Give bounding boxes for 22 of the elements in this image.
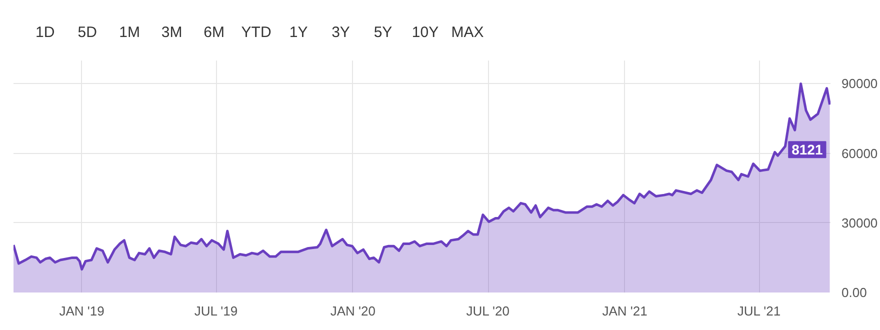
x-tick-label: JUL '20 bbox=[466, 304, 510, 318]
x-tick-label: JUL '19 bbox=[194, 304, 238, 318]
text: 1M bbox=[119, 24, 140, 41]
x-tick-label: JAN '20 bbox=[330, 304, 376, 318]
y-tick-label: 90000 bbox=[842, 76, 878, 92]
x-tick-label: JAN '21 bbox=[602, 304, 648, 318]
text: 10Y bbox=[412, 24, 439, 41]
y-tick-label: 60000 bbox=[842, 146, 878, 161]
x-tick-label: JAN '19 bbox=[59, 304, 104, 318]
text: 5D bbox=[78, 24, 98, 41]
text: 3Y bbox=[332, 24, 350, 41]
text: 3M bbox=[161, 24, 182, 41]
y-tick-label: 30000 bbox=[842, 215, 878, 230]
text: 5Y bbox=[374, 24, 392, 41]
x-tick-label: JUL '21 bbox=[737, 304, 781, 318]
text: MAX bbox=[451, 24, 484, 41]
text: 1Y bbox=[289, 24, 308, 41]
text: 1D bbox=[35, 24, 55, 41]
text: YTD bbox=[241, 24, 272, 41]
y-tick-label: 0.00 bbox=[842, 285, 867, 300]
annotation: 8121 bbox=[792, 142, 823, 158]
text: 6M bbox=[204, 24, 224, 41]
